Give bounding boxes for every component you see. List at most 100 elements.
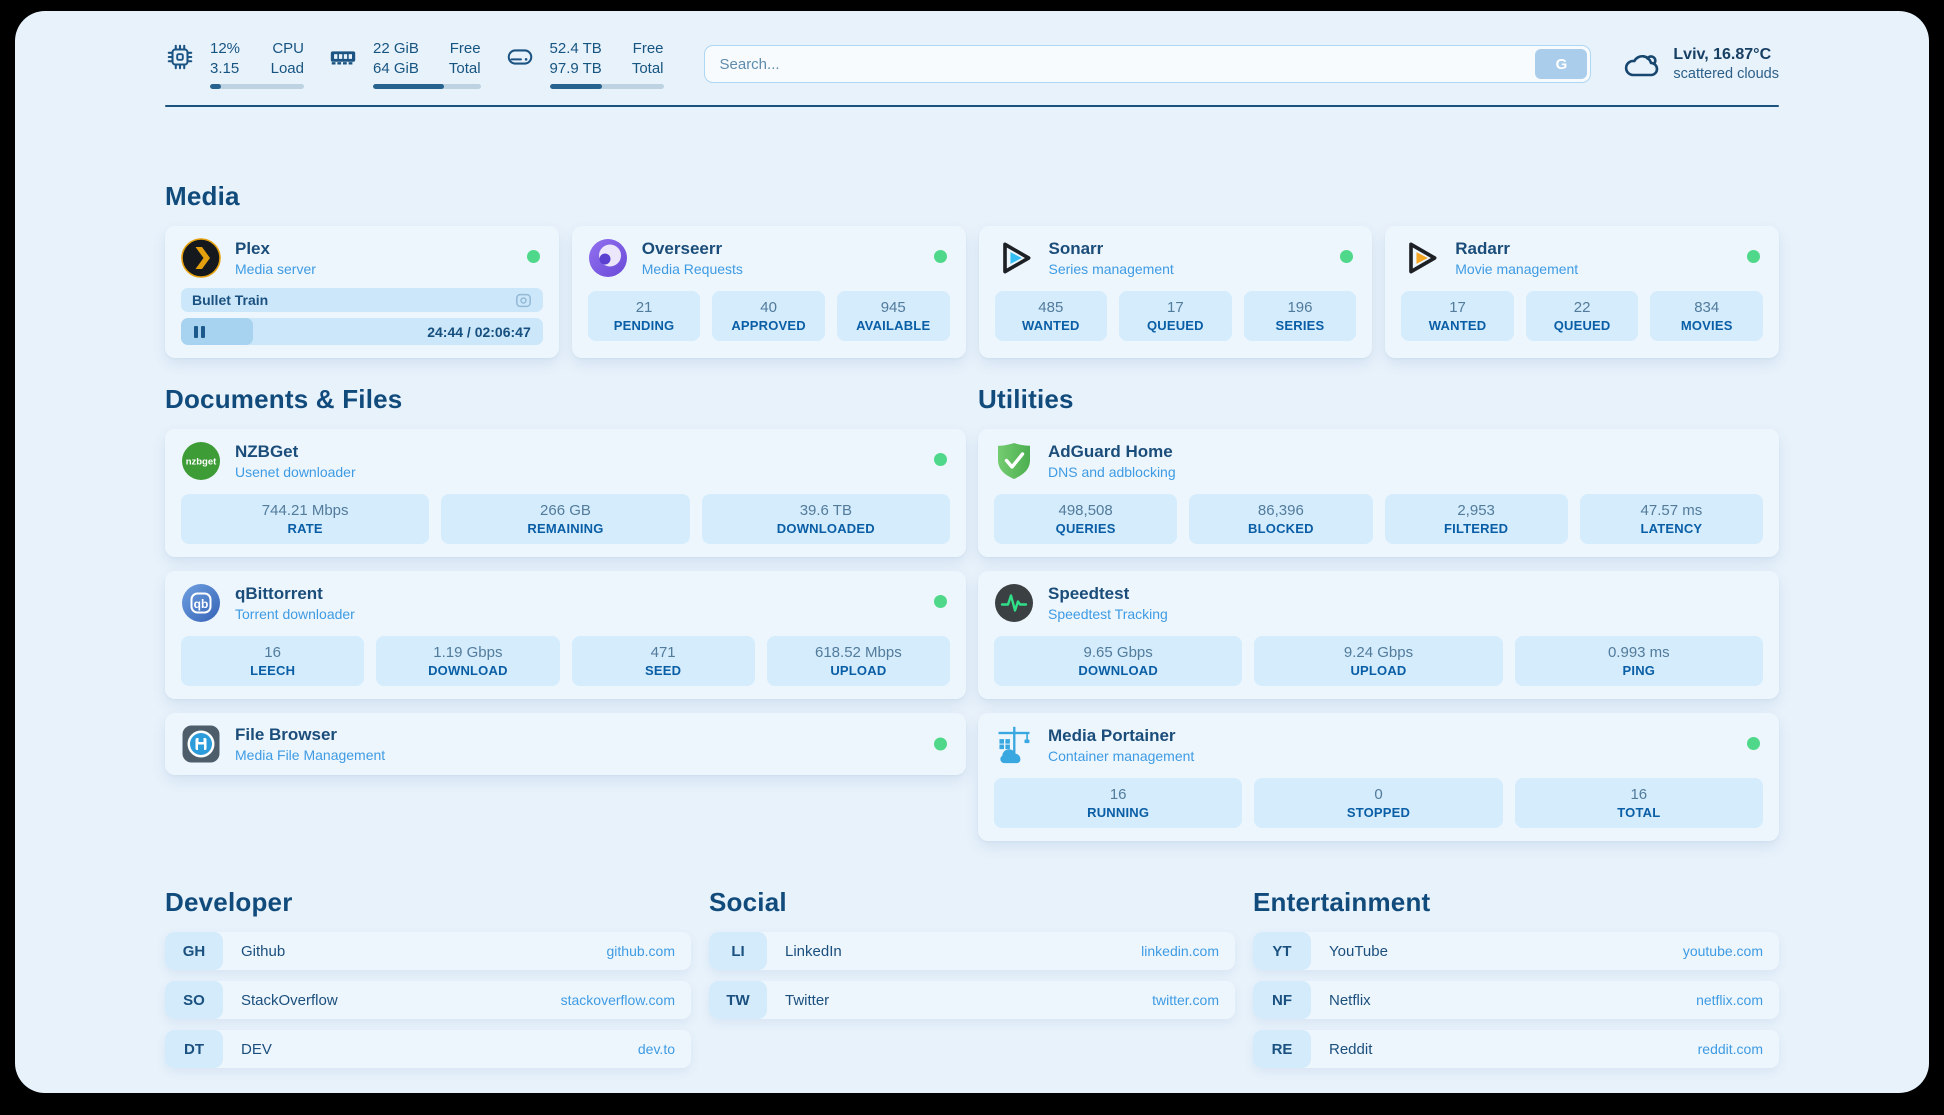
stat-tile: 485 WANTED (994, 291, 1108, 341)
link-name: StackOverflow (241, 991, 338, 1009)
status-dot (1747, 737, 1760, 750)
display-icon[interactable] (515, 293, 532, 308)
stat-value: 471 (650, 644, 676, 661)
stat-label: MOVIES (1680, 318, 1733, 333)
stat-value: 945 (880, 299, 906, 316)
stat-tile: 618.52 Mbps UPLOAD (766, 636, 950, 686)
filebrowser-card[interactable]: File Browser Media File Management (165, 713, 966, 775)
stat-tile: 0.993 ms PING (1514, 636, 1763, 686)
link-badge: RE (1253, 1030, 1311, 1068)
stat-label: LATENCY (1640, 521, 1703, 536)
portainer-icon (994, 725, 1034, 765)
stat-tile: 2,953 FILTERED (1384, 494, 1568, 544)
disk-label-1: Free (632, 40, 664, 57)
svg-text:qb: qb (194, 597, 209, 611)
status-dot (934, 595, 947, 608)
google-search-button[interactable]: G (1535, 49, 1588, 79)
link-row-reddit[interactable]: RE Reddit reddit.com (1253, 1030, 1779, 1068)
plex-icon (181, 238, 221, 278)
cpu-load: 3.15 (210, 60, 240, 77)
stat-label: DOWNLOAD (428, 663, 508, 678)
stat-tile: 22 QUEUED (1525, 291, 1639, 341)
link-row-dev[interactable]: DT DEV dev.to (165, 1030, 691, 1068)
section-title-utilities: Utilities (978, 384, 1074, 414)
link-badge: LI (709, 932, 767, 970)
app-desc: Container management (1048, 748, 1195, 764)
app-name: Overseerr (641, 239, 723, 258)
stat-label: UPLOAD (1350, 663, 1407, 678)
app-desc: DNS and adblocking (1048, 464, 1176, 480)
stat-tile: 0 STOPPED (1254, 778, 1503, 828)
link-url: github.com (606, 943, 675, 959)
stat-value: 485 (1038, 299, 1064, 316)
link-row-linkedin[interactable]: LI LinkedIn linkedin.com (709, 932, 1235, 970)
overseerr-card[interactable]: Overseerr Media Requests 21 PENDING 40 A… (571, 226, 966, 358)
link-name: YouTube (1329, 942, 1388, 960)
app-name: File Browser (235, 725, 338, 744)
app-name: Radarr (1455, 239, 1511, 258)
app-name: Plex (235, 239, 270, 258)
nzbget-card[interactable]: nzbget NZBGet Usenet downloader 744.21 M… (165, 429, 966, 557)
stat-label: QUEUED (1146, 318, 1204, 333)
status-dot (934, 453, 947, 466)
stat-label: TOTAL (1617, 805, 1661, 820)
utilities-column: Utilities (978, 384, 1779, 841)
pause-icon[interactable] (194, 325, 205, 338)
weather-location-temp: Lviv, 16.87°C (1673, 46, 1772, 63)
stat-label: UPLOAD (830, 663, 887, 678)
speedtest-card[interactable]: Speedtest Speedtest Tracking 9.65 Gbps D… (978, 571, 1779, 699)
app-desc: Torrent downloader (235, 606, 355, 622)
qbittorrent-card[interactable]: qb qBittorrent Torrent downloader 16 (165, 571, 966, 699)
link-name: Reddit (1329, 1040, 1373, 1058)
link-row-github[interactable]: GH Github github.com (165, 932, 691, 970)
sonarr-icon (995, 238, 1035, 278)
link-row-stackoverflow[interactable]: SO StackOverflow stackoverflow.com (165, 981, 691, 1019)
ram-progress-bar (373, 84, 481, 89)
stat-label: QUEUED (1553, 318, 1611, 333)
sonarr-card[interactable]: Sonarr Series management 485 WANTED 17 Q… (978, 226, 1373, 358)
link-row-twitter[interactable]: TW Twitter twitter.com (709, 981, 1235, 1019)
adguard-icon (994, 441, 1034, 481)
adguard-card[interactable]: AdGuard Home DNS and adblocking 498,508 … (978, 429, 1779, 557)
stat-tile: 47.57 ms LATENCY (1579, 494, 1763, 544)
status-dot (526, 250, 540, 263)
stat-tile: 86,396 BLOCKED (1189, 494, 1373, 544)
stat-value: 17 (1449, 299, 1466, 316)
link-url: dev.to (637, 1041, 675, 1057)
stat-label: SEED (645, 663, 682, 678)
stat-tile: 16 LEECH (181, 636, 365, 686)
stat-label: PENDING (613, 318, 675, 333)
app-desc: Media Requests (641, 261, 743, 277)
stat-value: 16 (1109, 786, 1127, 803)
search-bar: G (703, 45, 1592, 83)
weather-widget: Lviv, 16.87°C scattered clouds (1621, 46, 1779, 82)
playback-progress-fill (181, 318, 254, 345)
search-input[interactable] (703, 45, 1592, 83)
app-name: Sonarr (1048, 239, 1104, 258)
stat-tile: 1.19 Gbps DOWNLOAD (376, 636, 560, 686)
cloud-icon (1621, 46, 1661, 82)
app-desc: Series management (1048, 261, 1174, 277)
stat-label: QUERIES (1055, 521, 1116, 536)
now-playing-row: Bullet Train (181, 288, 543, 312)
ram-progress-fill (373, 84, 444, 89)
radarr-card[interactable]: Radarr Movie management 17 WANTED 22 QUE… (1385, 226, 1779, 358)
status-dot (1747, 250, 1760, 263)
cpu-progress-fill (210, 84, 222, 89)
playback-progress-bar: 24:44 / 02:06:47 (181, 318, 543, 345)
social-column: Social LI LinkedIn linkedin.com TW Twitt… (709, 887, 1235, 1068)
stat-value: 17 (1167, 299, 1184, 316)
stat-tile: 744.21 Mbps RATE (181, 494, 430, 544)
stat-value: 266 GB (540, 502, 591, 519)
disk-total: 97.9 TB (549, 60, 602, 77)
plex-card[interactable]: Plex Media server Bullet Train (165, 226, 559, 358)
link-badge: TW (709, 981, 767, 1019)
link-row-youtube[interactable]: YT YouTube youtube.com (1253, 932, 1779, 970)
app-name: qBittorrent (235, 584, 323, 603)
stat-tile: 266 GB REMAINING (441, 494, 690, 544)
overseerr-icon (588, 238, 628, 278)
link-row-netflix[interactable]: NF Netflix netflix.com (1253, 981, 1779, 1019)
app-desc: Speedtest Tracking (1048, 606, 1168, 622)
stat-label: DOWNLOAD (1078, 663, 1158, 678)
portainer-card[interactable]: Media Portainer Container management 16 … (978, 713, 1779, 841)
